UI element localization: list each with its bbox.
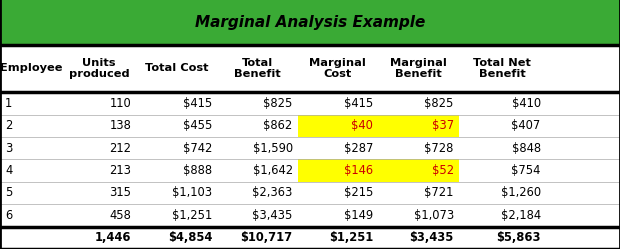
Text: $215: $215 [344, 187, 373, 199]
FancyBboxPatch shape [298, 159, 378, 182]
Text: Marginal
Benefit: Marginal Benefit [390, 58, 447, 79]
Text: Total Net
Benefit: Total Net Benefit [473, 58, 531, 79]
Text: $1,642: $1,642 [252, 164, 293, 177]
FancyBboxPatch shape [0, 0, 620, 45]
Text: Units
produced: Units produced [69, 58, 130, 79]
Text: $146: $146 [344, 164, 373, 177]
Text: $52: $52 [432, 164, 454, 177]
Text: $149: $149 [344, 209, 373, 222]
Text: $2,363: $2,363 [252, 187, 293, 199]
Text: $4,854: $4,854 [167, 231, 212, 244]
Text: $888: $888 [183, 164, 212, 177]
Text: $2,184: $2,184 [500, 209, 541, 222]
Text: $410: $410 [512, 97, 541, 110]
Text: $721: $721 [425, 187, 454, 199]
FancyBboxPatch shape [0, 45, 620, 249]
Text: 5: 5 [5, 187, 12, 199]
Text: Marginal
Cost: Marginal Cost [309, 58, 366, 79]
Text: 110: 110 [110, 97, 131, 110]
Text: $1,590: $1,590 [252, 142, 293, 155]
Text: Employee: Employee [0, 63, 62, 73]
Text: $1,251: $1,251 [172, 209, 212, 222]
Text: $287: $287 [344, 142, 373, 155]
Text: $37: $37 [432, 119, 454, 132]
Text: $825: $825 [264, 97, 293, 110]
FancyBboxPatch shape [298, 115, 378, 137]
Text: 6: 6 [5, 209, 12, 222]
Text: $1,073: $1,073 [414, 209, 454, 222]
Text: $3,435: $3,435 [252, 209, 293, 222]
Text: $40: $40 [352, 119, 373, 132]
Text: 138: 138 [110, 119, 131, 132]
Text: 1,446: 1,446 [95, 231, 131, 244]
Text: $1,103: $1,103 [172, 187, 212, 199]
Text: Total
Benefit: Total Benefit [234, 58, 281, 79]
Text: $754: $754 [512, 164, 541, 177]
Text: 3: 3 [5, 142, 12, 155]
Text: $10,717: $10,717 [241, 231, 293, 244]
Text: $1,251: $1,251 [329, 231, 373, 244]
FancyBboxPatch shape [378, 159, 459, 182]
Text: $415: $415 [183, 97, 212, 110]
Text: 1: 1 [5, 97, 12, 110]
Text: $848: $848 [512, 142, 541, 155]
Text: 2: 2 [5, 119, 12, 132]
Text: $742: $742 [183, 142, 212, 155]
Text: 458: 458 [110, 209, 131, 222]
Text: $455: $455 [183, 119, 212, 132]
Text: $825: $825 [425, 97, 454, 110]
Text: 213: 213 [110, 164, 131, 177]
Text: 4: 4 [5, 164, 12, 177]
Text: $3,435: $3,435 [410, 231, 454, 244]
Text: 212: 212 [110, 142, 131, 155]
FancyBboxPatch shape [378, 115, 459, 137]
Text: 315: 315 [110, 187, 131, 199]
Text: $728: $728 [425, 142, 454, 155]
Text: $862: $862 [264, 119, 293, 132]
Text: $5,863: $5,863 [496, 231, 541, 244]
Text: Marginal Analysis Example: Marginal Analysis Example [195, 15, 425, 30]
Text: $1,260: $1,260 [500, 187, 541, 199]
Text: Total Cost: Total Cost [145, 63, 208, 73]
Text: $415: $415 [344, 97, 373, 110]
Text: $407: $407 [512, 119, 541, 132]
